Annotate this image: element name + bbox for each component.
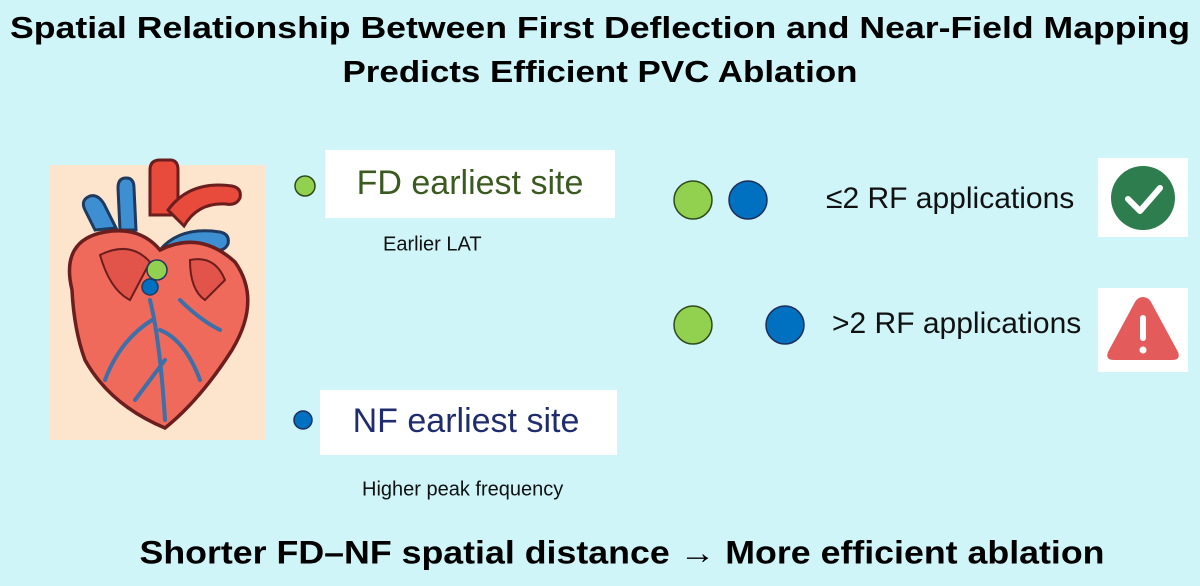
nf-label: NF earliest site <box>353 402 580 440</box>
nf-dot <box>765 305 805 345</box>
fd-note: Earlier LAT <box>383 233 482 255</box>
fd-label: FD earliest site <box>357 164 584 202</box>
outcome-label: ≤2 RF applications <box>826 182 1074 215</box>
fd-dot <box>673 180 713 220</box>
nf-label-box <box>320 390 617 455</box>
heart-illustration <box>50 158 265 440</box>
footer: Shorter FD–NF spatial distance → More ef… <box>140 534 1105 570</box>
title-line: Predicts Efficient PVC Ablation <box>343 54 858 89</box>
nf-dot <box>293 410 313 430</box>
fd-label-box <box>325 150 615 218</box>
warning-icon <box>1098 288 1188 372</box>
fd-dot <box>294 175 316 197</box>
nf-dot <box>728 180 768 220</box>
title-line: Spatial Relationship Between First Defle… <box>10 10 1190 45</box>
nf-note: Higher peak frequency <box>362 478 563 500</box>
fd-dot <box>673 305 713 345</box>
outcome-label: >2 RF applications <box>832 307 1081 340</box>
check-icon <box>1098 158 1188 237</box>
